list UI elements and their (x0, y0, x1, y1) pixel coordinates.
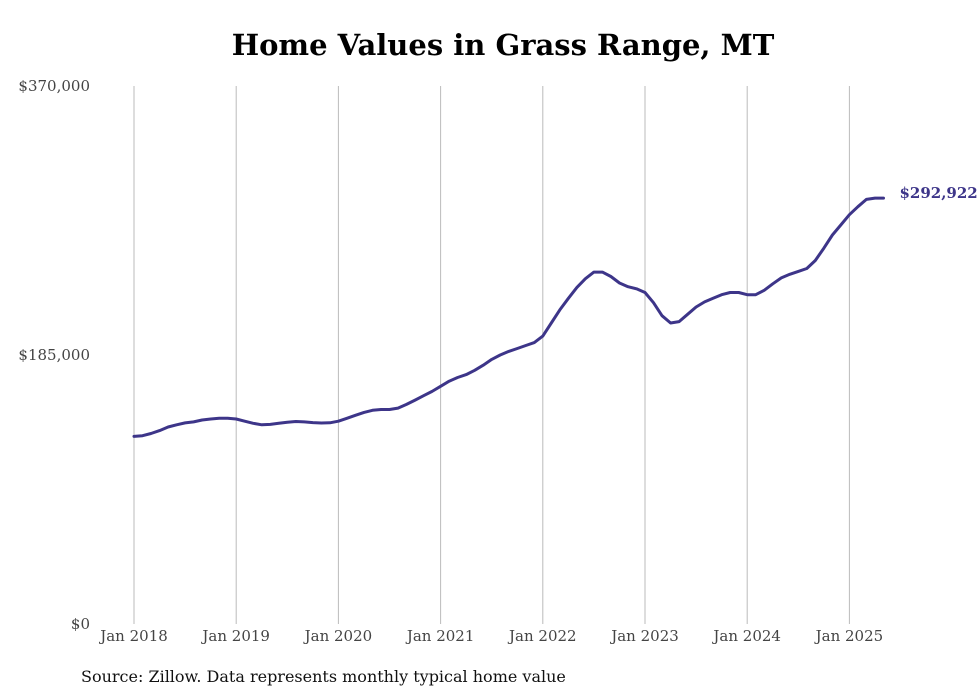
y-tick-label: $0 (71, 615, 90, 633)
chart-plot: $0$185,000$370,000 Jan 2018 Jan 2019 Jan 2… (18, 77, 977, 645)
series-line (132, 196, 885, 438)
end-value-label: $292,922 (899, 184, 977, 202)
y-axis-ticks: $0 $185,000 $370,000 (18, 77, 90, 633)
x-tick-label: Jan 2019 (200, 627, 270, 645)
x-tick-label: Jan 2021 (405, 627, 475, 645)
chart-title: Home Values in Grass Range, MT (231, 28, 775, 62)
source-note: Source: Zillow. Data represents monthly … (81, 667, 566, 686)
x-tick-label: Jan 2022 (507, 627, 577, 645)
grid-lines (133, 86, 850, 624)
y-tick-label: $370,000 (18, 77, 90, 95)
x-axis-ticks: Jan 2018 Jan 2019 Jan 2020 Jan 2021 Jan 2022… (98, 627, 883, 645)
y-tick-label: $185,000 (18, 346, 90, 364)
x-tick-label: Jan 2020 (303, 627, 373, 645)
x-tick-label: Jan 2024 (711, 627, 781, 645)
x-tick-label: Jan 2018 (98, 627, 168, 645)
x-tick-label: Jan 2023 (609, 627, 679, 645)
x-tick-label: Jan 2025 (814, 627, 884, 645)
